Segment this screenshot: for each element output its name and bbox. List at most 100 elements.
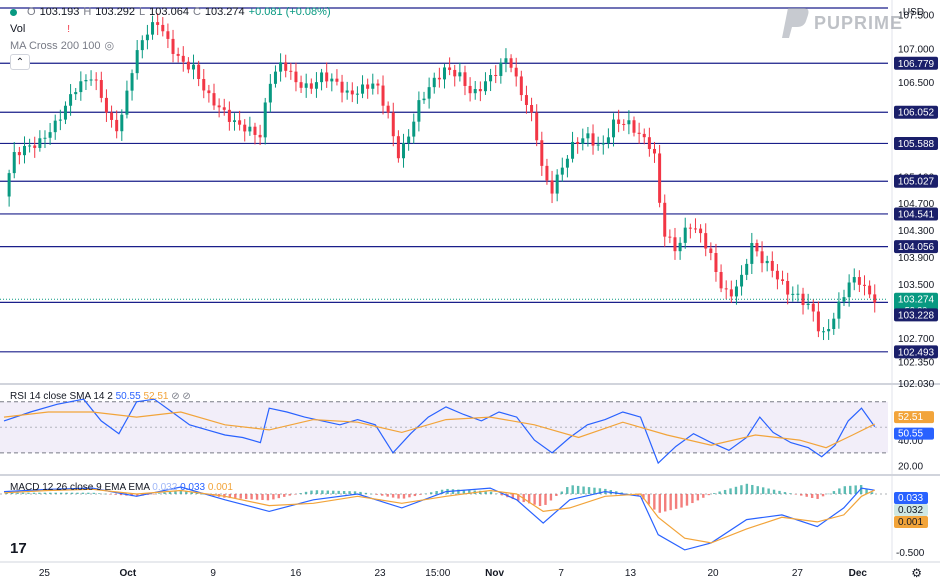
level-label: 106.052 [898,108,935,119]
macd-histogram-bar [729,488,732,494]
macd-histogram-bar [54,492,57,494]
candle-body [729,289,733,297]
ma-legend[interactable]: MA Cross 200 100 ◎ [10,39,115,53]
macd-histogram-bar [761,487,765,494]
macd-histogram-bar [696,493,700,501]
candle-body [232,120,236,122]
macd-histogram-bar [157,493,161,494]
macd-histogram-bar [800,493,803,496]
candle-body [652,148,656,154]
level-label: 104.541 [898,209,935,220]
candle-body [263,102,267,138]
macd-histogram-bar [843,486,847,494]
macd-histogram-bar [816,493,819,499]
macd-histogram-bar [712,493,716,494]
candle-body [862,284,866,286]
eye-hidden-icon[interactable]: ◎ [104,40,115,52]
macd-value-label: 0.032 [898,505,923,516]
candle-body [724,288,728,290]
candle-body [489,74,493,82]
volume-legend[interactable]: Vol ! [10,23,70,35]
candle-body [407,136,411,144]
candle-body [632,120,636,133]
candle-body [202,78,206,91]
macd-histogram-bar [598,488,602,494]
level-label: 102.493 [898,347,935,358]
macd-histogram-bar [430,492,433,494]
candle-body [442,67,446,80]
collapse-indicators-button[interactable]: ⌃ [10,54,30,70]
candle-body [248,126,252,132]
candle-body [524,95,528,105]
candle-body [683,227,687,243]
macd-tick-label: -0.500 [896,548,925,559]
macd-histogram-bar [293,493,297,495]
candle-body [663,202,667,237]
macd-histogram-bar [625,493,629,495]
macd-histogram-bar [740,485,743,494]
volume-label: Vol [10,23,26,35]
time-tick-label: Nov [485,568,504,579]
macd-histogram-bar [391,493,395,498]
candle-body [852,277,856,283]
candle-body [647,137,651,149]
macd-histogram-bar [511,493,515,500]
time-tick-label: 16 [290,568,302,579]
macd-histogram-bar [32,492,36,494]
macd-histogram-bar [691,493,694,504]
macd-histogram-bar [5,492,8,494]
time-tick-label: 27 [792,568,804,579]
currency-selector[interactable]: USD [902,7,924,18]
macd-histogram-bar [587,487,591,494]
macd-histogram-bar [865,488,868,494]
tradingview-logo[interactable]: 17 [10,540,27,557]
macd-histogram-bar [870,492,874,494]
candle-body [130,73,134,91]
candle-body [350,90,354,95]
candle-body [417,100,421,122]
candle-body [822,331,826,333]
candle-body [530,104,534,113]
price-tick-label: 106.500 [898,78,935,89]
macd-histogram-bar [190,492,193,494]
macd-histogram-bar [674,493,678,509]
candle-body [422,98,426,101]
warning-icon[interactable]: ! [67,23,71,35]
macd-histogram-bar [136,493,139,497]
macd-histogram-bar [462,489,466,494]
price-tick-label: 102.350 [898,357,935,368]
candle-body [606,137,610,144]
chevron-up-icon: ⌃ [15,56,25,68]
macd-histogram-bar [702,493,705,498]
candle-body [176,53,180,56]
candle-body [84,80,88,82]
candle-body [786,280,790,295]
macd-histogram-bar [593,487,596,494]
settings-gear-icon[interactable]: ⚙ [911,566,922,580]
candle-body [514,67,518,77]
macd-histogram-bar [163,492,166,494]
macd-histogram-bar [821,493,825,497]
macd-histogram-bar [283,493,286,497]
macd-histogram-bar [244,493,248,500]
candle-body [540,140,544,166]
open-value: 103.193 [39,6,80,18]
macd-histogram-bar [827,493,830,495]
macd-histogram-bar [375,493,378,495]
macd-histogram-bar [642,493,645,500]
macd-histogram-bar [288,493,291,496]
time-tick-label: 23 [375,568,387,579]
macd-histogram-bar [228,493,232,499]
macd-series-macd [3,486,875,551]
candle-body [827,329,831,332]
candle-body [504,58,508,63]
candle-body [688,227,692,229]
macd-histogram-bar [734,486,738,494]
macd-histogram-bar [348,491,351,494]
brand-logo: PUPRIME [780,6,903,40]
brand-name: PUPRIME [814,12,904,33]
close-value: 103.274 [204,6,245,18]
macd-histogram-bar [16,492,19,494]
macd-value-box [894,504,928,516]
